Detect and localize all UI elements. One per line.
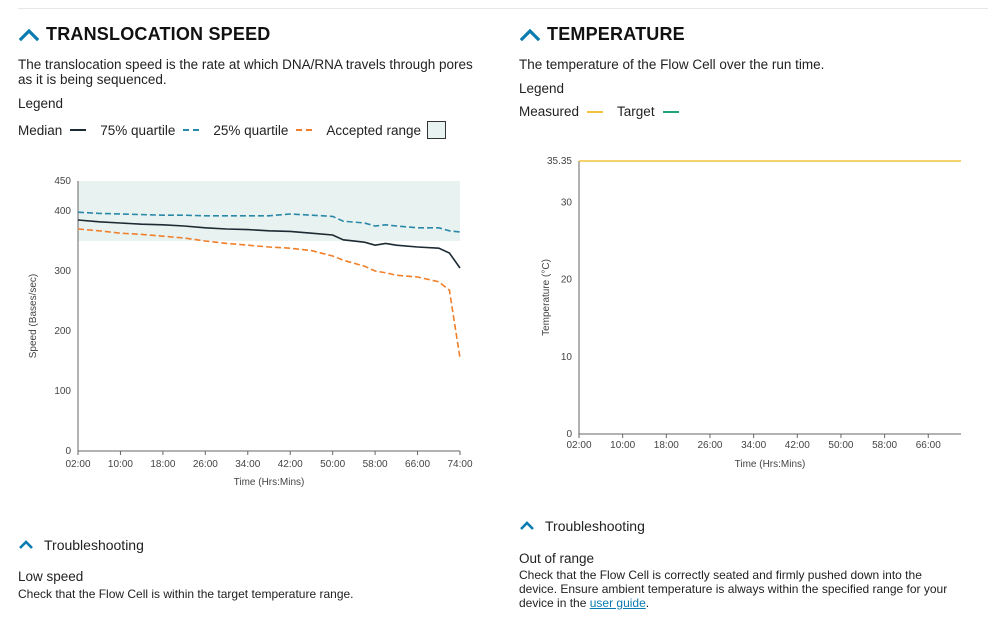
y-tick-label: 0 bbox=[65, 446, 71, 457]
y-tick-label: 400 bbox=[54, 206, 71, 217]
legend-label: 75% quartile bbox=[100, 122, 176, 138]
panel-title: TRANSLOCATION SPEED bbox=[46, 24, 271, 44]
troubleshooting-toggle[interactable]: Troubleshooting bbox=[18, 537, 144, 553]
legend-median: Median bbox=[18, 122, 87, 138]
y-tick-label: 450 bbox=[54, 176, 71, 187]
x-tick-label: 42:00 bbox=[785, 440, 810, 451]
legend-q25: 25% quartile bbox=[213, 122, 313, 138]
x-tick-label: 02:00 bbox=[65, 459, 90, 470]
accepted-range-band bbox=[78, 181, 460, 241]
x-tick-label: 02:00 bbox=[566, 440, 591, 451]
translocation-speed-header[interactable]: TRANSLOCATION SPEED bbox=[18, 24, 270, 45]
q25-line bbox=[77, 228, 461, 359]
chevron-up-icon[interactable] bbox=[18, 539, 34, 551]
y-axis-label: Temperature (°C) bbox=[541, 259, 552, 336]
x-tick-label: 26:00 bbox=[193, 459, 218, 470]
median-line bbox=[77, 219, 461, 269]
y-tick-label: 35.35 bbox=[547, 156, 572, 167]
troubleshooting-label: Troubleshooting bbox=[44, 537, 144, 553]
x-tick-label: 58:00 bbox=[872, 440, 897, 451]
legend-measured: Measured bbox=[519, 104, 604, 119]
panel-title: TEMPERATURE bbox=[547, 24, 685, 44]
speed-chart: 0 100 200 300 400 450 02:00 10:00 18:00 26:00 34:0… bbox=[18, 170, 488, 505]
x-tick-label: 10:00 bbox=[610, 440, 635, 451]
troubleshooting-label: Troubleshooting bbox=[545, 518, 645, 534]
x-tick-label: 34:00 bbox=[235, 459, 260, 470]
legend-title: Legend bbox=[18, 96, 64, 111]
x-tick-label: 50:00 bbox=[828, 440, 853, 451]
troubleshooting-title: Out of range bbox=[519, 551, 595, 566]
top-divider bbox=[18, 8, 988, 9]
temperature-panel: TEMPERATURE The temperature of the Flow … bbox=[519, 0, 989, 628]
chevron-up-icon[interactable] bbox=[519, 27, 541, 43]
speed-chart-svg: 0 100 200 300 400 450 02:00 10:00 18:00 26:00 34:0… bbox=[28, 176, 473, 488]
troubleshooting-body: Check that the Flow Cell is within the t… bbox=[18, 587, 354, 601]
y-tick-label: 200 bbox=[54, 326, 71, 337]
x-tick-label: 18:00 bbox=[150, 459, 175, 470]
translocation-speed-panel: TRANSLOCATION SPEED The translocation sp… bbox=[18, 0, 488, 628]
troubleshooting-title: Low speed bbox=[18, 569, 84, 584]
x-tick-label: 34:00 bbox=[741, 440, 766, 451]
temperature-chart: 0 10 20 30 35.35 02:00 10:00 18:00 26:00 34:00 42:… bbox=[519, 150, 989, 485]
x-tick-label: 74:00 bbox=[447, 459, 472, 470]
legend-title: Legend bbox=[519, 81, 565, 96]
x-axis-label: Time (Hrs:Mins) bbox=[234, 477, 305, 488]
troubleshooting-body-end: . bbox=[645, 596, 650, 610]
temperature-legend: Measured Target bbox=[519, 104, 693, 119]
x-tick-label: 66:00 bbox=[916, 440, 941, 451]
legend-label: Measured bbox=[519, 104, 580, 119]
panel-description: The temperature of the Flow Cell over th… bbox=[519, 57, 825, 72]
chevron-up-icon[interactable] bbox=[519, 520, 535, 532]
legend-swatch-box bbox=[426, 121, 446, 139]
legend-swatch-dashed bbox=[183, 129, 200, 131]
x-tick-label: 58:00 bbox=[363, 459, 388, 470]
y-tick-label: 30 bbox=[561, 197, 573, 208]
x-tick-label: 42:00 bbox=[278, 459, 303, 470]
x-tick-label: 26:00 bbox=[697, 440, 722, 451]
legend-swatch-solid bbox=[587, 110, 604, 113]
y-tick-label: 20 bbox=[561, 275, 573, 286]
x-tick-label: 18:00 bbox=[654, 440, 679, 451]
legend-target: Target bbox=[617, 104, 679, 119]
chevron-up-icon[interactable] bbox=[18, 27, 40, 43]
legend-swatch-solid bbox=[70, 129, 87, 131]
temperature-header[interactable]: TEMPERATURE bbox=[519, 24, 685, 45]
troubleshooting-body: Check that the Flow Cell is correctly se… bbox=[519, 568, 959, 610]
legend-label: Target bbox=[617, 104, 655, 119]
legend-q75: 75% quartile bbox=[100, 122, 200, 138]
legend-label: Median bbox=[18, 122, 63, 138]
x-tick-label: 10:00 bbox=[108, 459, 133, 470]
y-axis-label: Speed (Bases/sec) bbox=[28, 274, 39, 359]
legend-swatch-solid bbox=[662, 110, 679, 113]
x-axis-label: Time (Hrs:Mins) bbox=[735, 459, 806, 470]
x-tick-label: 66:00 bbox=[405, 459, 430, 470]
x-tick-label: 50:00 bbox=[320, 459, 345, 470]
legend-accepted-range: Accepted range bbox=[326, 121, 446, 139]
troubleshooting-body-text: Check that the Flow Cell is correctly se… bbox=[519, 568, 948, 610]
temperature-chart-svg: 0 10 20 30 35.35 02:00 10:00 18:00 26:00 34:00 42:… bbox=[541, 156, 961, 470]
y-tick-label: 300 bbox=[54, 266, 71, 277]
y-tick-label: 100 bbox=[54, 386, 71, 397]
speed-legend: Median 75% quartile 25% quartile Accepte… bbox=[18, 121, 460, 139]
y-tick-label: 10 bbox=[561, 352, 573, 363]
troubleshooting-toggle[interactable]: Troubleshooting bbox=[519, 518, 645, 534]
y-tick-label: 0 bbox=[566, 429, 572, 440]
user-guide-link[interactable]: user guide bbox=[589, 596, 646, 610]
q75-line bbox=[77, 211, 461, 233]
legend-swatch-dashed bbox=[296, 129, 313, 131]
legend-label: Accepted range bbox=[326, 122, 421, 138]
legend-label: 25% quartile bbox=[213, 122, 289, 138]
panel-description: The translocation speed is the rate at w… bbox=[18, 57, 473, 87]
